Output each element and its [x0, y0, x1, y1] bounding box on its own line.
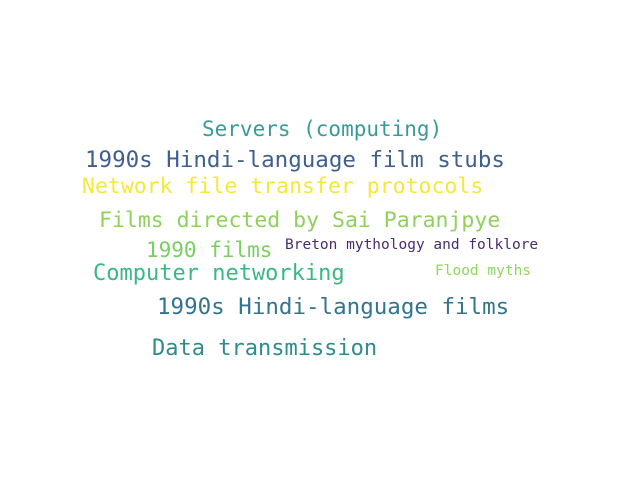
word-flood-myths: Flood myths	[435, 263, 532, 279]
word-network-file-transfer-protocols: Network file transfer protocols	[82, 174, 484, 199]
word-servers-computing: Servers (computing)	[202, 117, 443, 141]
word-films-directed-by-sai-paranjpye: Films directed by Sai Paranjpye	[99, 208, 501, 233]
word-computer-networking: Computer networking	[93, 261, 345, 286]
word-breton-mythology-and-folklore: Breton mythology and folklore	[285, 237, 539, 253]
word-data-transmission: Data transmission	[152, 336, 378, 361]
word-1990-films: 1990 films	[146, 238, 273, 262]
word-1990s-hindi-language-film-stubs: 1990s Hindi-language film stubs	[85, 147, 505, 173]
word-1990s-hindi-language-films: 1990s Hindi-language films	[157, 294, 510, 320]
